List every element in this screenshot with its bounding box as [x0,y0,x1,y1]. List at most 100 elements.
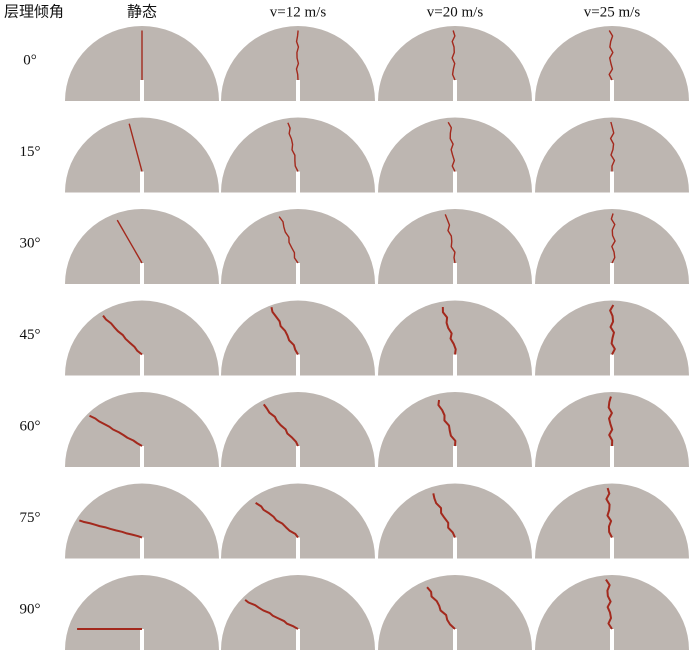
specimen [65,117,219,194]
notch [296,354,300,377]
column-header: 静态 [127,3,157,20]
specimen-body [65,575,219,650]
specimen-body [378,300,532,376]
specimen-body [221,300,375,376]
crack [270,306,299,356]
crack [447,121,456,172]
specimen-body [65,300,219,376]
crack [609,121,616,172]
column-header: v=25 m/s [584,4,641,20]
specimen-body [378,483,532,559]
notch [140,263,144,285]
notch [610,446,614,468]
specimen-body [65,117,219,193]
crack [608,30,614,81]
specimen [535,209,689,285]
row-label: 90° [20,601,41,617]
specimen [378,575,532,651]
specimen-body [378,209,532,284]
specimen-body [65,209,219,284]
crack [89,414,143,447]
crack [426,586,456,630]
notch [453,171,457,194]
crack [295,30,300,81]
crack [609,304,616,355]
crack [79,519,143,539]
specimen [378,26,532,102]
notch [610,171,614,194]
specimen-body [378,117,532,193]
specimen-body [65,483,219,559]
notch [296,629,300,651]
specimen [535,117,689,194]
specimen [221,26,375,102]
specimen [535,483,689,560]
crack [437,399,457,447]
crack [451,30,456,81]
notch [140,629,144,651]
crack [128,123,143,172]
notch [296,80,300,102]
specimen-body [378,392,532,467]
crack [102,315,143,356]
specimen-body [65,392,219,467]
specimen-body [221,209,375,284]
notch [296,263,300,285]
notch [610,80,614,102]
specimen-body [221,483,375,559]
notch [610,354,614,377]
specimen [65,300,219,377]
crack [607,396,614,447]
specimen-body [221,117,375,193]
notch [296,171,300,194]
notch [453,446,457,468]
notch [610,629,614,651]
specimen [65,209,219,285]
crack [444,214,456,264]
specimen [221,392,375,468]
crack [432,493,456,538]
corner-label: 层理倾角 [4,3,64,20]
specimen [378,209,532,285]
specimen [378,117,532,194]
crack [605,579,613,630]
crack [441,306,457,355]
specimen [535,300,689,377]
notch [453,537,457,560]
specimen-body [535,575,689,650]
specimen [65,26,219,102]
crack [287,122,299,172]
row-label: 60° [20,418,41,434]
specimen [65,392,219,468]
crack [116,219,143,264]
notch [453,629,457,651]
notch [296,446,300,468]
specimen-body [221,392,375,467]
notch [140,171,144,194]
specimen [221,300,375,377]
notch [610,263,614,285]
specimen [65,575,219,651]
notch [610,537,614,560]
specimen [221,483,375,560]
notch [296,537,300,560]
crack [255,502,299,539]
specimen [535,392,689,468]
notch [453,80,457,102]
specimen [221,209,375,285]
notch [140,80,144,102]
specimen [378,300,532,377]
specimen-body [378,575,532,650]
row-label: 0° [23,52,37,68]
specimen-body [535,26,689,101]
notch [453,263,457,285]
specimen-body [535,117,689,193]
notch [453,354,457,377]
specimen [378,483,532,560]
column-header: v=20 m/s [427,4,484,20]
notch [140,446,144,468]
specimen [535,575,689,651]
specimen-body [221,575,375,650]
